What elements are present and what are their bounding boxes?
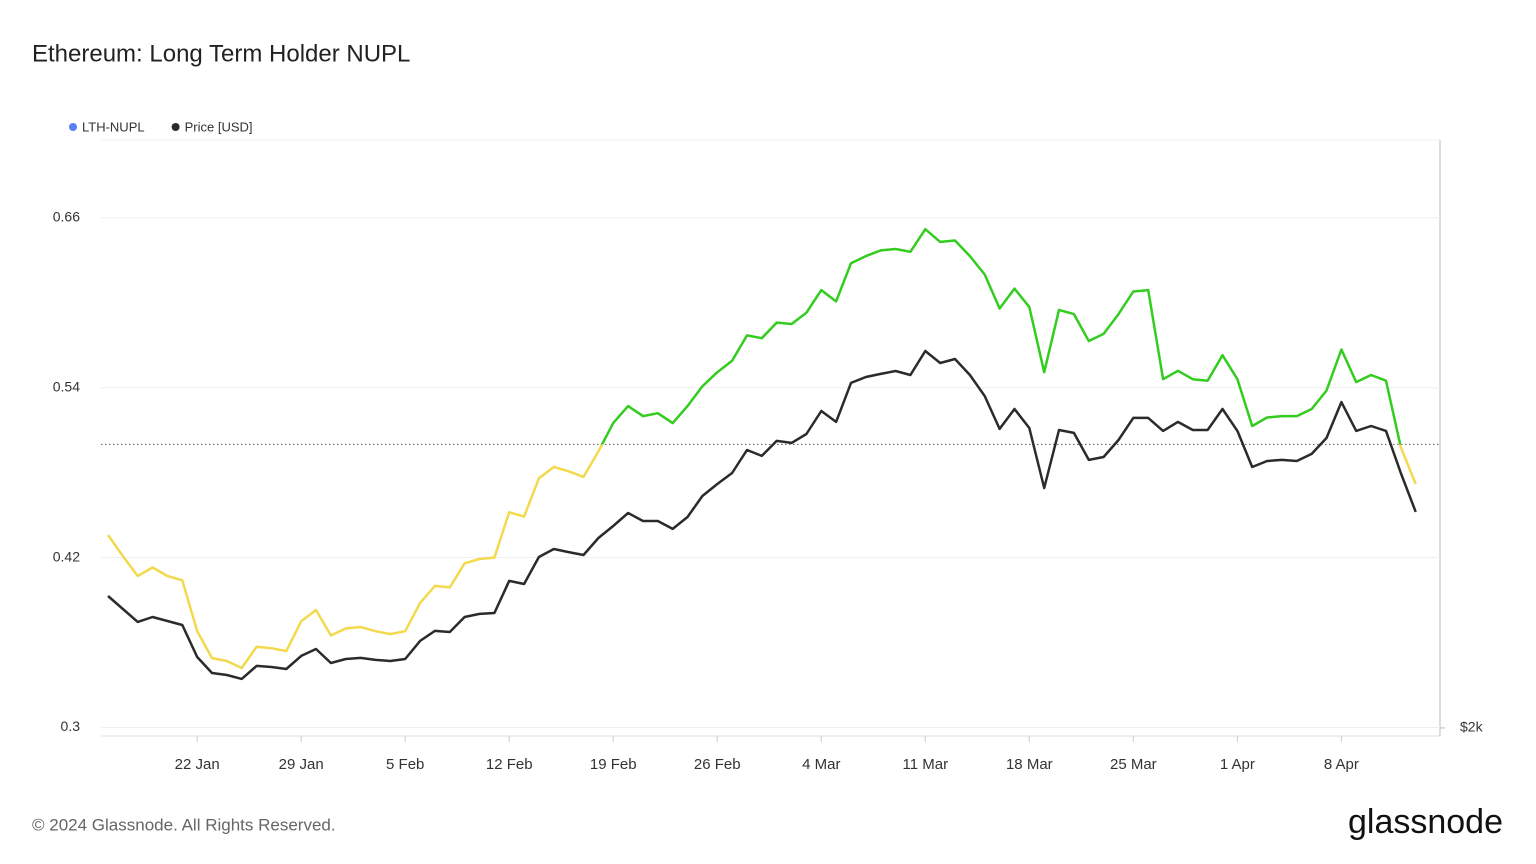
price-line [107, 349, 1417, 681]
x-tick-label: 12 Feb [486, 756, 533, 773]
x-tick-label: 29 Jan [279, 756, 324, 773]
legend-label: LTH-NUPL [82, 119, 145, 134]
x-tick-label: 25 Mar [1110, 756, 1157, 773]
x-tick-label: 22 Jan [175, 756, 220, 773]
x-tick-label: 5 Feb [386, 756, 424, 773]
x-tick-label: 8 Apr [1324, 756, 1359, 773]
y-tick-label: 0.42 [53, 548, 80, 564]
nupl-line-below [106, 444, 1417, 670]
x-tick-label: 4 Mar [802, 756, 840, 773]
copyright: © 2024 Glassnode. All Rights Reserved. [32, 815, 336, 834]
x-tick-label: 11 Mar [903, 756, 949, 773]
nupl-line-above [600, 227, 1402, 445]
x-tick-label: 26 Feb [694, 756, 741, 773]
y-tick-label: 0.66 [53, 209, 80, 225]
legend-label: Price [USD] [185, 119, 253, 134]
legend-marker [171, 123, 180, 131]
x-tick-label: 18 Mar [1006, 756, 1053, 773]
brand-logo: glassnode [1348, 803, 1503, 841]
y-tick-label: 0.3 [61, 718, 81, 734]
y-tick-label: 0.54 [53, 378, 80, 394]
x-tick-label: 19 Feb [590, 756, 637, 773]
x-tick-label: 1 Apr [1220, 756, 1255, 773]
legend-marker [69, 123, 77, 131]
chart-title: Ethereum: Long Term Holder NUPL [32, 40, 410, 67]
y2-tick-label: $2k [1460, 719, 1484, 735]
